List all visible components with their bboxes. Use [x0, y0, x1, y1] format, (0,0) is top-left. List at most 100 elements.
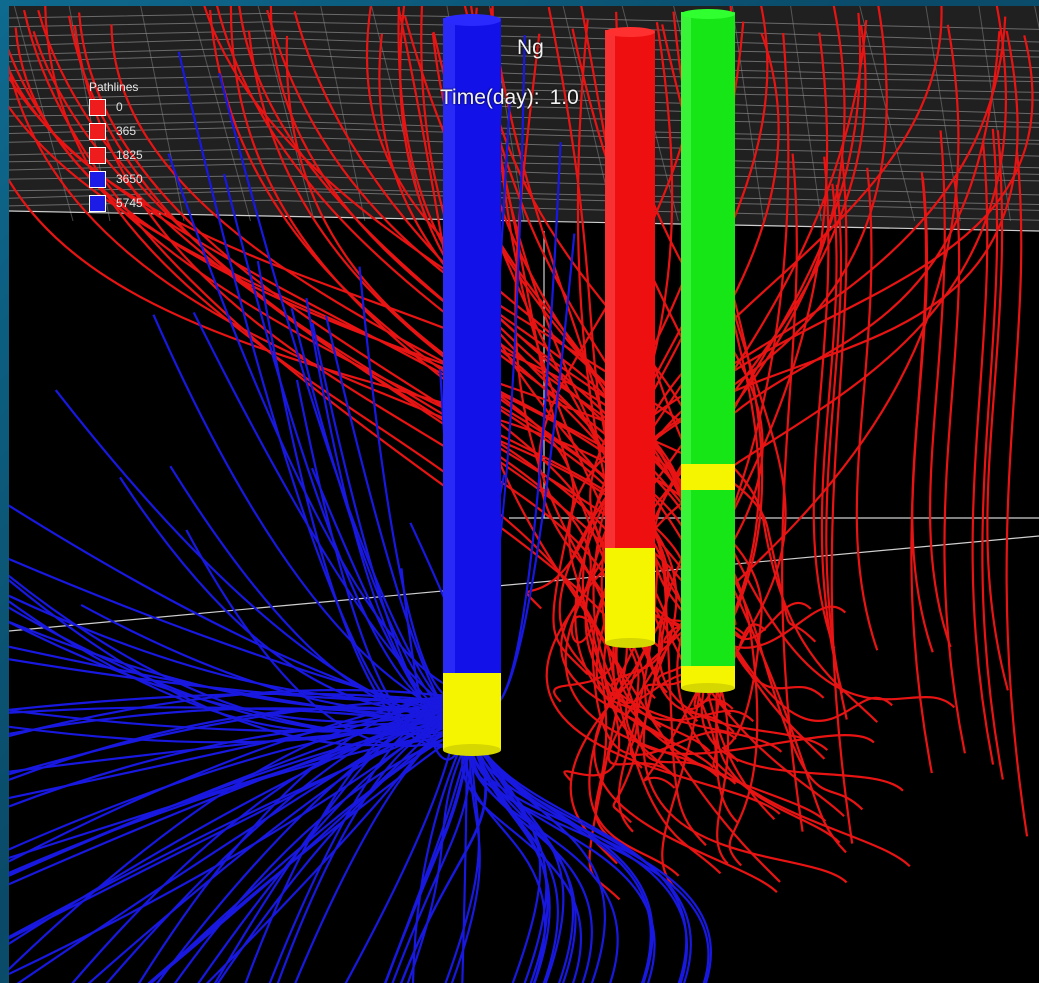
grid-line [320, 6, 366, 222]
blue-pathline [9, 658, 472, 704]
red-pathline [812, 156, 836, 649]
legend-item: 1825 [89, 143, 143, 167]
blue-pathline [54, 389, 487, 730]
legend-item: 0 [89, 95, 143, 119]
legend-label: 1825 [116, 148, 143, 162]
blue-pathline [9, 707, 483, 735]
green-well-bottom [681, 666, 735, 688]
grid-line [190, 6, 251, 222]
grid-line [9, 37, 1039, 58]
legend-swatch-0 [89, 98, 106, 116]
red-pathline [986, 130, 1009, 691]
red-pathline [247, 30, 848, 884]
grid-line [140, 6, 185, 222]
legend-label: 0 [116, 100, 123, 114]
blue-pathline [9, 696, 468, 877]
pathline-legend: Pathlines 0 365 1825 3650 5745 [89, 81, 143, 215]
red-pathline [558, 32, 780, 723]
grid-line [9, 21, 1039, 43]
grid-line [9, 148, 1039, 169]
blue-pathline [173, 726, 476, 983]
blue-pathline [9, 706, 470, 729]
time-label: Time(day): [440, 86, 540, 109]
pathline-scene [9, 6, 1039, 983]
red-well-screen [605, 548, 655, 643]
blue-pathline [470, 730, 692, 983]
blue-pathline [470, 730, 688, 983]
red-pathline [14, 27, 817, 643]
blue-pathline [9, 704, 472, 886]
red-pathline [365, 6, 767, 658]
grid-line [257, 6, 315, 222]
red-pathline [781, 153, 804, 832]
grid-line [9, 30, 1039, 52]
grid-line [9, 126, 1039, 145]
legend-swatch-3650 [89, 170, 106, 188]
blue-pathline [222, 173, 467, 714]
blue-pathline [9, 594, 468, 701]
red-pathline [820, 183, 844, 694]
red-pathline [615, 11, 764, 644]
time-readout: Time(day): 1.0 [440, 86, 579, 110]
grid-line [9, 136, 1039, 157]
legend-swatch-365 [89, 122, 106, 140]
red-pathline [825, 184, 848, 720]
legend-item: 5745 [89, 191, 143, 215]
legend-swatch-5745 [89, 194, 106, 212]
blue-pathline [470, 730, 549, 983]
red-pathline [911, 176, 934, 653]
legend-label: 3650 [116, 172, 143, 186]
blue-pathline [148, 702, 460, 983]
red-pathline [22, 9, 718, 778]
blue-well[interactable] [443, 14, 501, 756]
grid-line [9, 12, 1039, 30]
blue-pathline [9, 722, 463, 808]
blue-pathline [9, 699, 477, 776]
blue-pathline [469, 730, 712, 983]
red-pathline [1005, 151, 1029, 837]
green-well[interactable] [681, 9, 735, 693]
grid-line [9, 187, 1039, 206]
grid-line [9, 86, 1039, 101]
legend-label: 5745 [116, 196, 143, 210]
red-pathline [591, 6, 846, 756]
time-value: 1.0 [549, 86, 579, 109]
blue-pathline [9, 620, 483, 711]
grid-line [9, 101, 1039, 124]
grid-line [9, 92, 1039, 115]
species-label: Ng [517, 36, 544, 59]
red-pathline [981, 128, 1004, 780]
3d-viewport[interactable]: Pathlines 0 365 1825 3650 5745 Ng [9, 6, 1039, 983]
blue-pathline [469, 730, 593, 983]
blue-pathline [218, 73, 463, 726]
red-well[interactable] [605, 27, 655, 648]
grid-line [9, 47, 1039, 69]
red-pathline [9, 177, 825, 699]
red-pathline [563, 6, 769, 783]
legend-swatch-1825 [89, 146, 106, 164]
grid-line [790, 6, 822, 222]
legend-title: Pathlines [89, 80, 139, 94]
red-pathline [564, 19, 868, 785]
green-well-screen [681, 464, 735, 490]
red-pathline [44, 6, 781, 883]
red-pathline [216, 6, 739, 823]
blue-pathline [9, 504, 468, 721]
blue-pathline [9, 700, 480, 940]
blue-pathline [16, 694, 466, 983]
blue-pathline [205, 697, 463, 983]
blue-pathline [149, 728, 461, 983]
grid-line [978, 6, 1011, 222]
blue-pathline [470, 730, 551, 983]
blue-pathline [384, 730, 474, 983]
grid-line [9, 158, 1039, 175]
legend-label: 365 [116, 124, 137, 138]
blue-pathline [450, 730, 481, 983]
blue-pathline [9, 694, 473, 800]
grid-line [9, 64, 1039, 83]
blue-pathline [9, 692, 482, 711]
legend-item: 3650 [89, 167, 143, 191]
red-pathline [855, 167, 879, 651]
grid-line [731, 6, 764, 222]
